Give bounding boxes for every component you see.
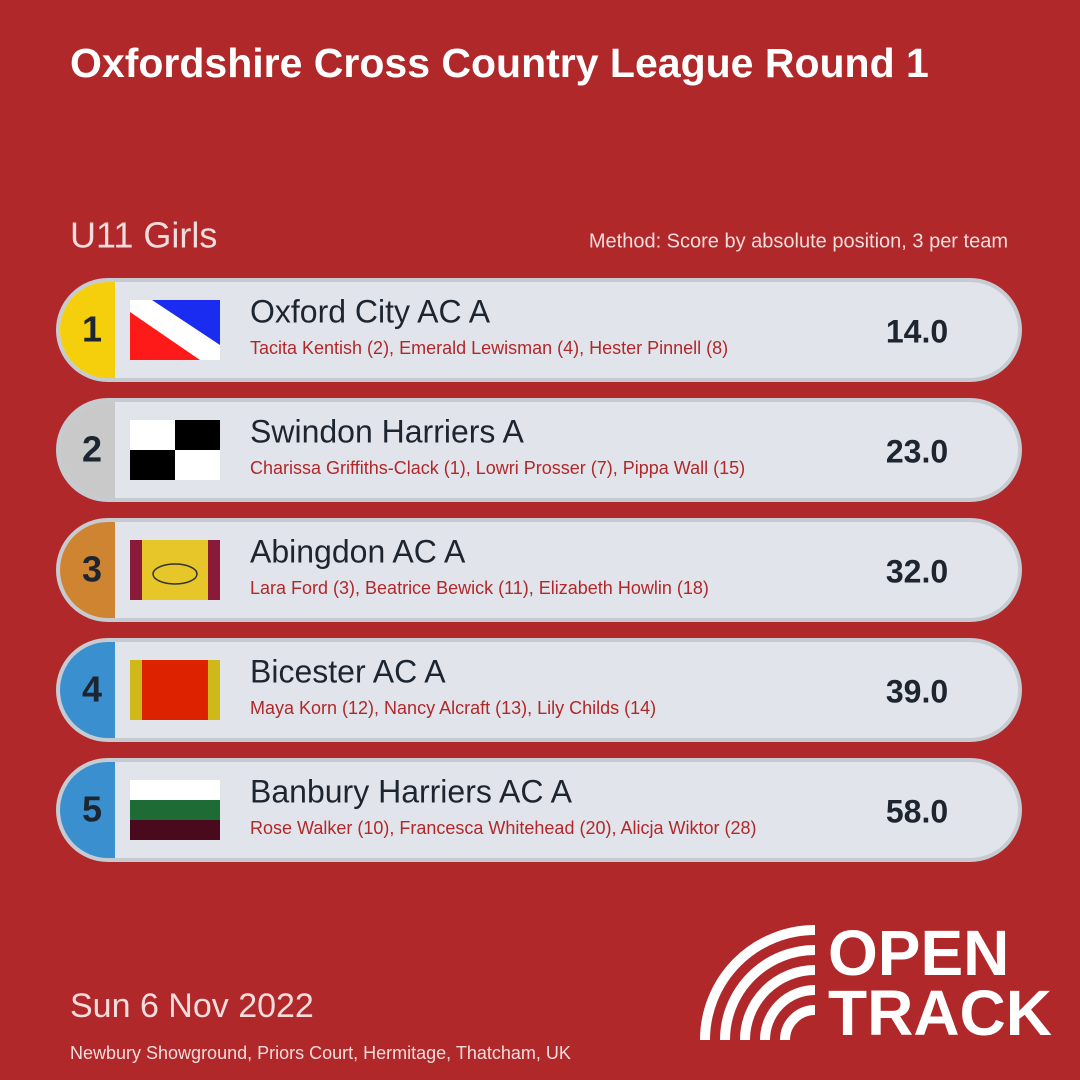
flag-part: [130, 312, 200, 360]
team-name: Bicester AC A: [250, 653, 446, 689]
flag-part: [130, 540, 220, 600]
score: 58.0: [886, 793, 948, 829]
result-row: 4 Bicester AC A Maya Korn (12), Nancy Alcr…: [56, 638, 1022, 742]
flag-part: [142, 660, 208, 720]
row-pill: [56, 398, 1022, 502]
logo-icon: [700, 925, 816, 1041]
venue: Newbury Showground, Priors Court, Hermit…: [70, 1043, 571, 1063]
team-name: Oxford City AC A: [250, 293, 491, 329]
result-row: 1 Oxford City AC A Tacita Kentish (2), Eme…: [56, 278, 1022, 382]
rank-cap: [60, 762, 115, 858]
row-pill: [56, 278, 1022, 382]
flag-part: [152, 300, 220, 345]
row-pill: [56, 518, 1022, 622]
category: U11 Girls: [70, 215, 217, 256]
score: 32.0: [886, 553, 948, 589]
flag-part: [175, 420, 220, 450]
flag-part: [130, 450, 175, 480]
flag-part: [130, 540, 142, 600]
score: 23.0: [886, 433, 948, 469]
rank-cap: [60, 642, 115, 738]
result-row: 5 Banbury Harriers AC A Rose Walker (10), …: [56, 758, 1022, 862]
date: Sun 6 Nov 2022: [70, 987, 314, 1025]
rank-cap: [60, 282, 115, 378]
team-name: Abingdon AC A: [250, 533, 466, 569]
rank-cap: [60, 522, 115, 618]
result-row: 2 Swindon Harriers A Charissa Griffiths-Cl…: [56, 398, 1022, 502]
row-pill: [56, 758, 1022, 862]
team-members: Lara Ford (3), Beatrice Bewick (11), Eli…: [250, 578, 709, 598]
rank: 2: [82, 429, 102, 470]
rank: 4: [82, 669, 102, 710]
score: 39.0: [886, 673, 948, 709]
flag-part: [152, 563, 198, 585]
results: 1 Oxford City AC A Tacita Kentish (2), Eme…: [56, 278, 1022, 862]
title: Oxfordshire Cross Country League Round 1: [70, 40, 929, 86]
flag-part: [130, 800, 220, 820]
team-members: Maya Korn (12), Nancy Alcraft (13), Lily…: [250, 698, 656, 718]
logo-text: TRACK: [828, 977, 1052, 1049]
team-members: Tacita Kentish (2), Emerald Lewisman (4)…: [250, 338, 728, 358]
score: 14.0: [886, 313, 948, 349]
rank: 1: [82, 309, 102, 350]
rank-cap: [60, 402, 115, 498]
flag-part: [130, 780, 220, 800]
team-name: Swindon Harriers A: [250, 413, 525, 449]
row-pill: [56, 638, 1022, 742]
flag-part: [130, 820, 220, 840]
logo-text: OPEN: [828, 917, 1009, 989]
result-row: 3 Abingdon AC A Lara Ford (3), Beatrice Be…: [56, 518, 1022, 622]
rank: 5: [82, 789, 102, 830]
method: Method: Score by absolute position, 3 pe…: [589, 230, 1008, 252]
rank: 3: [82, 549, 102, 590]
team-members: Charissa Griffiths-Clack (1), Lowri Pros…: [250, 458, 745, 478]
team-name: Banbury Harriers AC A: [250, 773, 573, 809]
team-members: Rose Walker (10), Francesca Whitehead (2…: [250, 818, 757, 838]
flag-part: [208, 540, 220, 600]
